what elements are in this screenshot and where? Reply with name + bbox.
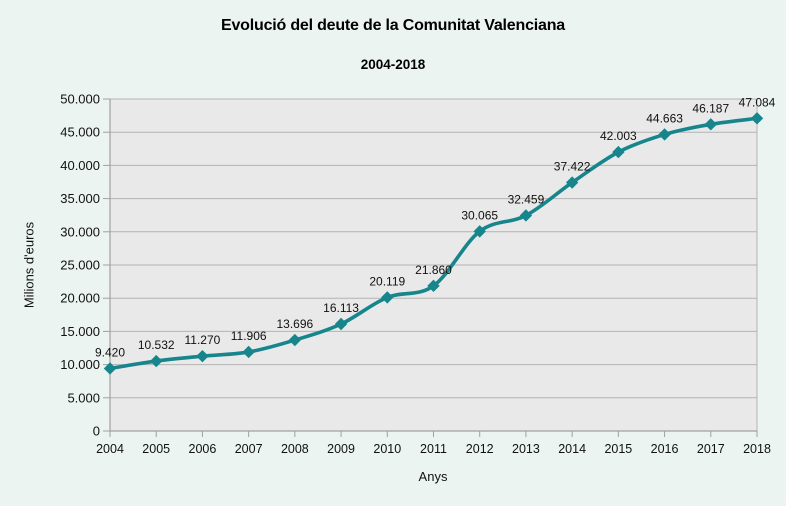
data-point-label: 44.663 [646,111,683,125]
x-tick-label: 2017 [697,442,725,456]
data-point-label: 37.422 [554,160,591,174]
x-axis-title: Anys [418,469,448,484]
data-point-label: 10.532 [138,338,175,352]
x-tick-label: 2004 [96,442,124,456]
data-point-marker-2005 [150,354,163,368]
data-point-marker-2009 [334,317,348,331]
y-tick-label: 20.000 [60,291,100,306]
data-point-label: 11.906 [231,329,267,343]
x-tick-label: 2015 [604,442,632,456]
y-tick-label: 0 [93,424,100,439]
x-tick-label: 2011 [420,442,447,456]
data-point-label: 20.119 [369,274,405,288]
data-point-marker-2011 [427,279,440,293]
data-point-label: 30.065 [461,208,498,222]
data-point-label: 9.420 [95,345,125,359]
data-point-label: 11.270 [185,333,221,347]
x-tick-label: 2012 [466,442,494,456]
data-point-marker-2007 [242,345,255,359]
x-tick-label: 2010 [373,442,401,456]
x-tick-label: 2006 [189,442,217,456]
y-tick-label: 10.000 [60,357,100,372]
data-point-marker-2004 [103,362,117,375]
x-tick-label: 2008 [281,442,309,456]
chart-subtitle: 2004-2018 [360,57,426,72]
y-tick-label: 35.000 [60,191,100,206]
y-tick-label: 5.000 [67,390,100,405]
chart-title: Evolució del deute de la Comunitat Valen… [221,17,565,34]
data-point-marker-2018 [750,112,764,125]
data-point-marker-2006 [196,349,209,363]
x-tick-label: 2013 [512,442,540,456]
data-point-label: 13.696 [277,317,314,331]
data-point-label: 16.113 [323,301,359,315]
y-tick-label: 45.000 [60,125,100,140]
data-point-label: 46.187 [692,101,729,115]
y-tick-label: 30.000 [60,224,100,239]
y-tick-label: 25.000 [60,258,100,273]
data-point-label: 42.003 [600,129,637,143]
data-point-marker-2010 [381,291,394,304]
data-point-marker-2017 [704,118,717,131]
x-tick-label: 2018 [743,442,771,456]
data-point-marker-2012 [473,225,486,238]
y-tick-label: 40.000 [60,158,100,173]
data-point-marker-2013 [519,209,533,222]
x-tick-label: 2005 [142,442,170,456]
data-point-label: 21.860 [415,263,452,277]
data-point-marker-2014 [565,176,579,189]
y-tick-label: 50.000 [60,92,100,107]
x-tick-label: 2014 [558,442,586,456]
data-point-marker-2008 [288,333,302,347]
x-tick-label: 2007 [235,442,263,456]
x-tick-label: 2009 [327,442,355,456]
data-point-label: 32.459 [508,192,545,206]
data-point-marker-2015 [612,145,625,159]
data-point-label: 47.084 [739,95,776,109]
y-tick-label: 15.000 [60,324,100,339]
data-point-marker-2016 [658,128,671,141]
x-tick-label: 2016 [651,442,679,456]
